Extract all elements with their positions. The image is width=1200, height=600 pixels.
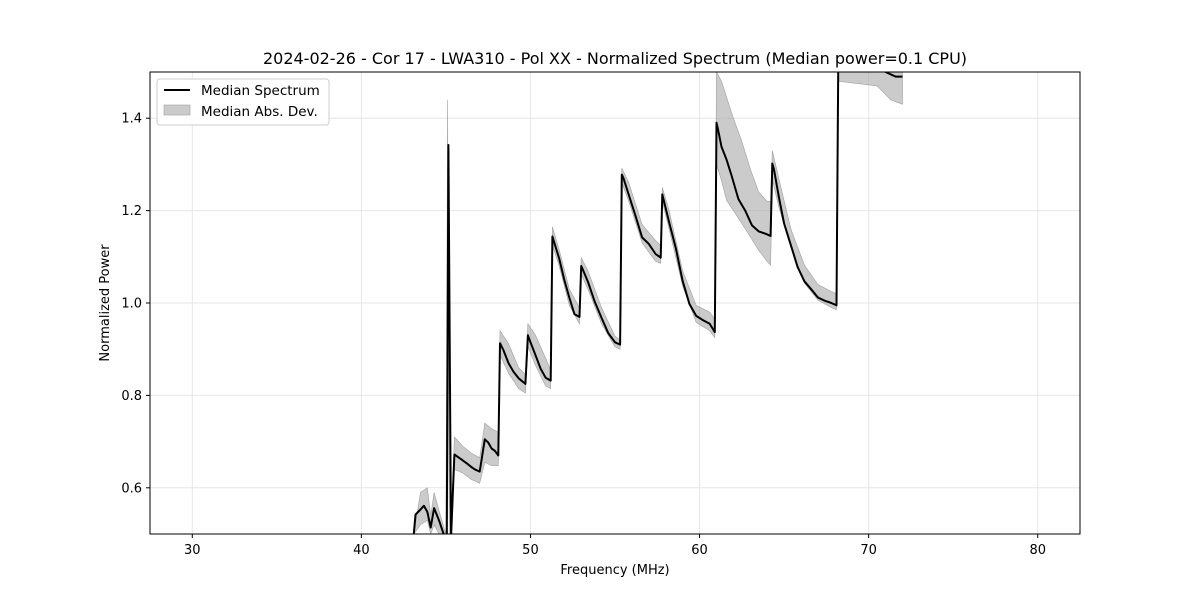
x-tick-label: 40 (353, 543, 370, 558)
grid (150, 72, 1080, 534)
y-tick-label: 1.0 (121, 297, 142, 312)
mad-band (413, 72, 903, 534)
legend-label-mad: Median Abs. Dev. (201, 104, 318, 120)
y-tick-label: 0.8 (121, 389, 142, 404)
y-tick-label: 0.6 (121, 481, 142, 496)
x-axis-label: Frequency (MHz) (560, 563, 669, 578)
legend: Median Spectrum Median Abs. Dev. (156, 78, 330, 126)
legend-box (156, 78, 330, 126)
y-axis-label: Normalized Power (98, 244, 113, 362)
x-tick-label: 70 (860, 543, 877, 558)
x-axis-ticks: 30 40 50 60 70 80 (184, 534, 1046, 558)
x-tick-label: 50 (522, 543, 539, 558)
median-spectrum-line (412, 72, 903, 534)
x-tick-label: 30 (184, 543, 201, 558)
legend-label-median: Median Spectrum (201, 83, 320, 99)
chart-title: 2024-02-26 - Cor 17 - LWA310 - Pol XX - … (263, 49, 967, 68)
median-line-layer (412, 72, 903, 534)
x-tick-label: 80 (1029, 543, 1046, 558)
y-tick-label: 1.4 (121, 112, 142, 127)
y-axis-ticks: 0.6 0.8 1.0 1.2 1.4 (121, 112, 150, 496)
mad-band-layer (413, 72, 903, 534)
x-tick-label: 60 (691, 543, 708, 558)
y-tick-label: 1.2 (121, 204, 142, 219)
legend-band-swatch (163, 104, 191, 116)
